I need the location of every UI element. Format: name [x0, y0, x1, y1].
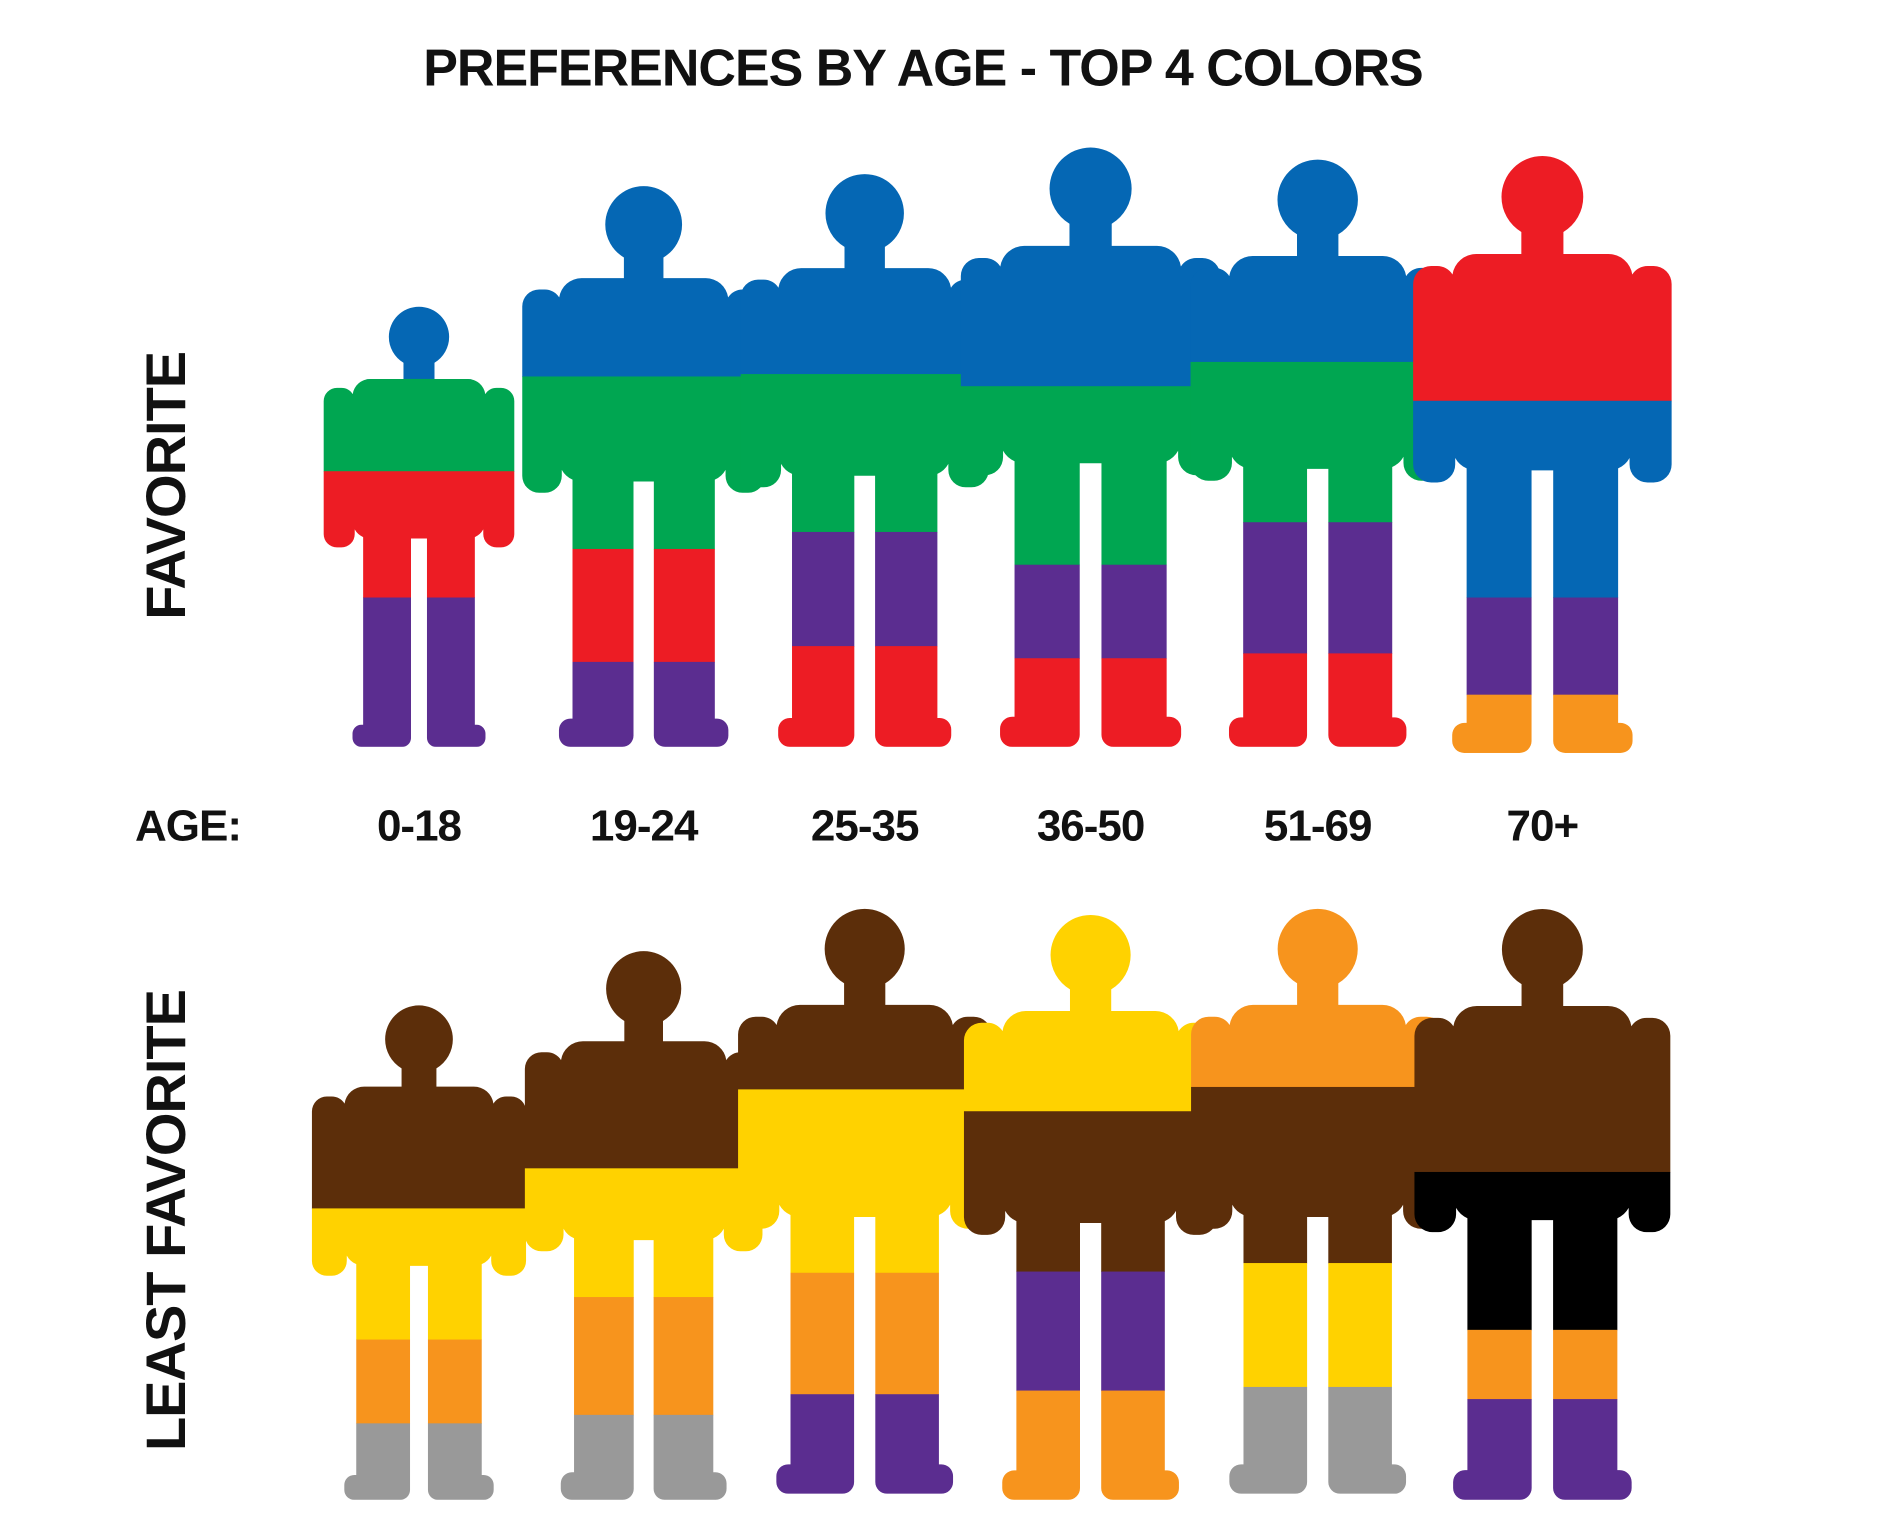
color-band [1191, 1263, 1445, 1388]
color-band [960, 564, 1221, 659]
color-band [963, 1390, 1218, 1500]
color-band [738, 1394, 992, 1494]
color-band [1190, 653, 1445, 747]
row-label: LEAST FAVORITE [134, 990, 197, 1451]
color-band [323, 597, 515, 747]
age-range: 36-50 [1037, 802, 1145, 851]
color-band [522, 661, 766, 747]
figure [1414, 908, 1671, 1500]
color-band [740, 646, 989, 747]
age-label: AGE: [135, 802, 241, 851]
age-range: 51-69 [1264, 802, 1372, 851]
color-band [1413, 597, 1672, 696]
age-range: 19-24 [590, 802, 699, 851]
color-band [311, 1423, 527, 1500]
title: PREFERENCES BY AGE - TOP 4 COLORS [423, 40, 1423, 98]
age-range: 0-18 [377, 802, 462, 851]
color-band [311, 1339, 527, 1424]
color-band [311, 1005, 527, 1209]
color-band [740, 531, 989, 647]
color-band [1414, 1399, 1671, 1500]
color-band [960, 658, 1221, 747]
color-band [323, 471, 515, 599]
color-band [1413, 694, 1672, 753]
figure [323, 306, 515, 747]
color-band [1413, 156, 1672, 402]
color-band [323, 306, 515, 380]
age-range: 25-35 [811, 802, 919, 851]
color-band [311, 1208, 527, 1341]
color-band [524, 1414, 763, 1500]
color-band [963, 1271, 1218, 1392]
figure [311, 1005, 527, 1500]
color-band [1413, 400, 1672, 599]
color-band [1414, 1329, 1671, 1400]
color-band [1190, 522, 1445, 654]
color-band [738, 1272, 992, 1395]
color-band [522, 548, 766, 663]
color-band [323, 378, 515, 472]
color-band [1191, 1386, 1445, 1494]
row-label: FAVORITE [134, 352, 197, 620]
color-band [1414, 1171, 1671, 1331]
figure [1413, 156, 1672, 753]
age-range: 70+ [1507, 802, 1579, 851]
color-band [1414, 908, 1671, 1173]
color-band [524, 1297, 763, 1416]
